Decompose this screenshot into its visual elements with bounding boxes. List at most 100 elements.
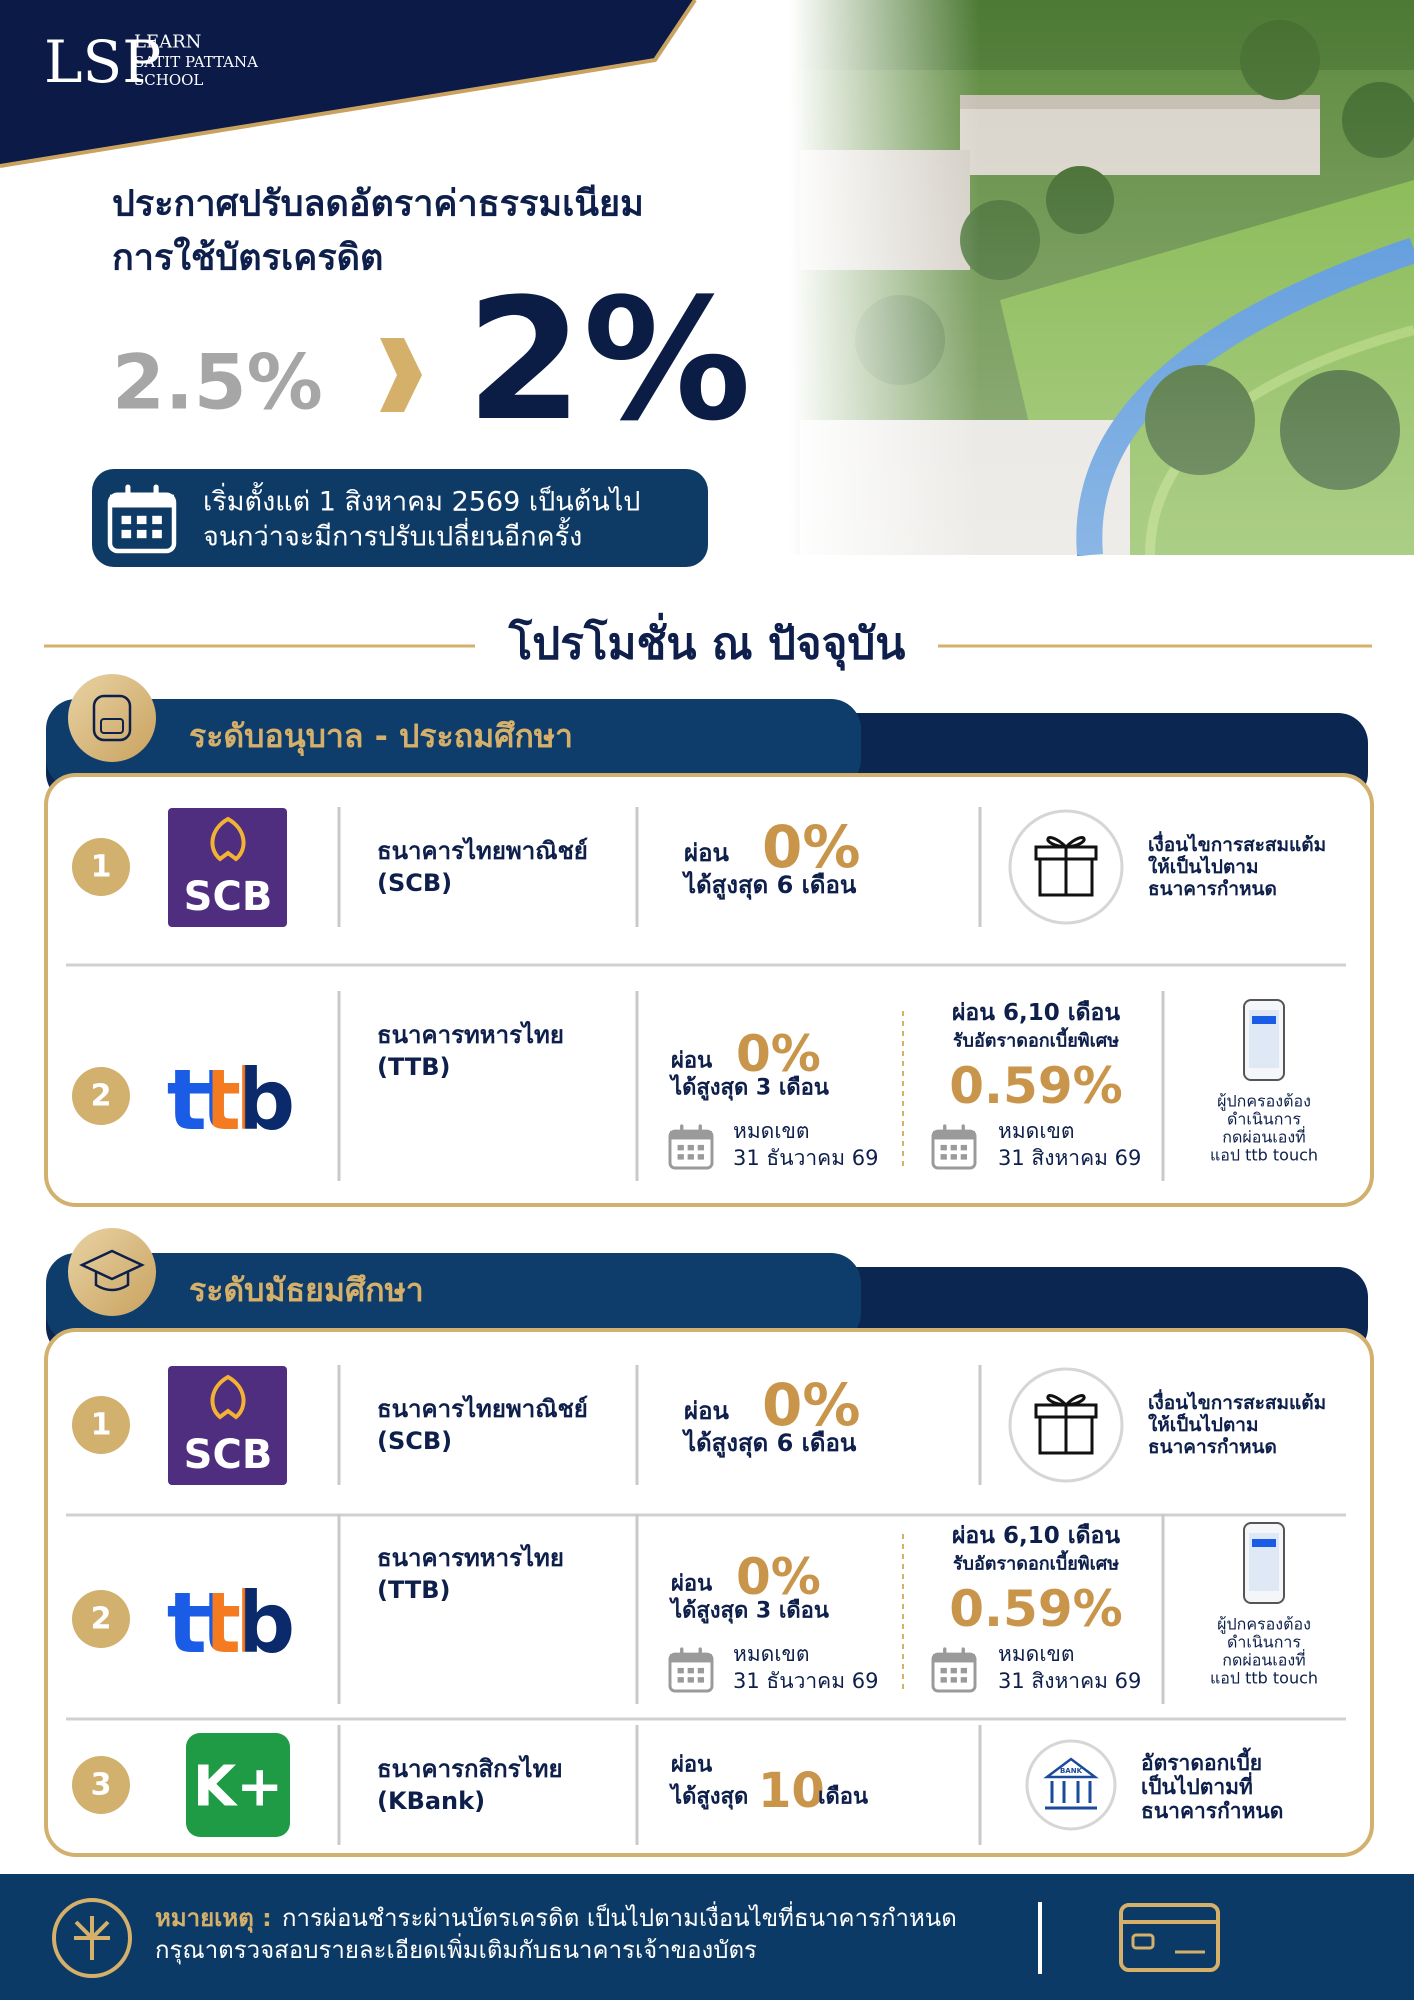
cap-base bbox=[94, 1271, 130, 1292]
number-badge bbox=[72, 1067, 130, 1125]
gift-icon bbox=[1008, 1367, 1124, 1483]
row-number: 2 bbox=[91, 1602, 112, 1637]
installment-label: ผ่อน bbox=[671, 1572, 712, 1597]
date-pill bbox=[92, 469, 708, 567]
condition-text: ธนาคารกำหนด bbox=[1148, 1436, 1277, 1458]
old-rate: 2.5% bbox=[112, 338, 323, 427]
bank-logo-box bbox=[168, 1366, 287, 1485]
number-badge bbox=[72, 1756, 130, 1814]
calendar-cell bbox=[697, 1144, 705, 1151]
calendar-cell bbox=[687, 1154, 694, 1160]
expiry-label: หมดเขต bbox=[998, 1642, 1075, 1666]
level-title: ระดับอนุบาล - ประถมศึกษา bbox=[189, 717, 573, 757]
logo-text: SCHOOL bbox=[134, 71, 203, 89]
expiry-date: 31 ธันวาคม 69 bbox=[733, 1146, 878, 1170]
condition-text: ผู้ปกครองต้อง bbox=[1217, 1092, 1311, 1112]
condition-text: ธนาคารกำหนด bbox=[1141, 1799, 1283, 1823]
condition-text: กดผ่อนเองที่ bbox=[1222, 1649, 1305, 1670]
expiry-date: 31 ธันวาคม 69 bbox=[733, 1669, 878, 1693]
installment-months: 10 bbox=[758, 1763, 825, 1819]
calendar-top bbox=[933, 1131, 975, 1140]
bank-icon-text: BANK bbox=[1060, 1767, 1083, 1775]
number-badge bbox=[72, 1590, 130, 1648]
special-rate: 0.59% bbox=[949, 1580, 1122, 1638]
bank-logo: K+ bbox=[193, 1755, 283, 1820]
condition-text: ดำเนินการ bbox=[1227, 1633, 1301, 1652]
phone-bar bbox=[1252, 1539, 1276, 1547]
condition-text: ผู้ปกครองต้อง bbox=[1217, 1615, 1311, 1635]
calendar-cell bbox=[950, 1677, 957, 1683]
card-chip bbox=[1131, 1933, 1155, 1950]
calendar-cell bbox=[960, 1667, 968, 1674]
bank-logo-box bbox=[186, 1733, 290, 1837]
expiry-date: 31 สิงหาคม 69 bbox=[998, 1669, 1141, 1693]
level-tab bbox=[46, 699, 861, 789]
calendar-cell bbox=[136, 529, 147, 539]
installment-rate: 0% bbox=[762, 1371, 860, 1439]
calendar-cell bbox=[677, 1144, 684, 1151]
calendar-icon bbox=[107, 484, 177, 554]
calendar-cell bbox=[677, 1667, 684, 1674]
number-badge bbox=[72, 1396, 130, 1454]
row-number: 3 bbox=[91, 1768, 112, 1803]
installment-term: ได้สูงสุด 3 เดือน bbox=[669, 1074, 829, 1102]
calendar-cell bbox=[121, 515, 132, 525]
special-title: ผ่อน 6,10 เดือน bbox=[952, 1000, 1120, 1026]
calendar-cell bbox=[677, 1677, 684, 1683]
condition-text: เงื่อนไขการสะสมแต้ม bbox=[1148, 1389, 1326, 1414]
gift-icon bbox=[1008, 809, 1124, 925]
calendar-icon bbox=[668, 1647, 714, 1693]
calendar-top bbox=[933, 1654, 975, 1663]
calendar-cell bbox=[152, 515, 162, 525]
expiry-label: หมดเขต bbox=[733, 1119, 810, 1143]
calendar-cell bbox=[697, 1154, 705, 1160]
bank-code: (KBank) bbox=[377, 1787, 485, 1815]
backpack-icon bbox=[92, 694, 132, 742]
calendar-cell bbox=[687, 1144, 694, 1151]
calendar-cell bbox=[152, 529, 162, 539]
scb-leaf bbox=[210, 816, 246, 862]
special-title: ผ่อน 6,10 เดือน bbox=[952, 1523, 1120, 1549]
footer bbox=[0, 1874, 1414, 2000]
installment-rate: 0% bbox=[736, 1025, 821, 1083]
header-edge bbox=[0, 0, 697, 168]
installment-unit: เดือน bbox=[818, 1785, 868, 1810]
calendar-cell bbox=[121, 529, 132, 539]
note-text: กรุณาตรวจสอบรายละเอียดเพิ่มเติมกับธนาคาร… bbox=[155, 1933, 757, 1965]
calendar-cell bbox=[960, 1677, 968, 1683]
calendar-top bbox=[670, 1131, 712, 1140]
condition-text: ให้เป็นไปตาม bbox=[1148, 854, 1259, 878]
bank-code: (TTB) bbox=[377, 1576, 451, 1604]
headline: ประกาศปรับลดอัตราค่าธรรมเนียม bbox=[112, 184, 644, 225]
calendar-cell bbox=[950, 1667, 957, 1674]
installment-label: ผ่อน bbox=[671, 1049, 712, 1074]
installment-term: ได้สูงสุด 3 เดือน bbox=[669, 1597, 829, 1625]
expiry-label: หมดเขต bbox=[733, 1642, 810, 1666]
card-icon bbox=[1119, 1903, 1220, 1972]
condition-text: แอป ttb touch bbox=[1210, 1146, 1318, 1165]
number-badge bbox=[72, 838, 130, 896]
level-tab bbox=[46, 1253, 861, 1343]
special-label: รับอัตราดอกเบี้ยพิเศษ bbox=[953, 1550, 1119, 1575]
note-icon-mark bbox=[74, 1916, 110, 1960]
calendar-cell bbox=[960, 1144, 968, 1151]
condition-text: ดำเนินการ bbox=[1227, 1110, 1301, 1129]
calendar-cell bbox=[687, 1677, 694, 1683]
condition-text: อัตราดอกเบี้ย bbox=[1141, 1747, 1262, 1775]
row-number: 1 bbox=[91, 1408, 112, 1443]
level-title: ระดับมัธยมศึกษา bbox=[189, 1271, 424, 1309]
bank-logo: ttb bbox=[167, 1051, 292, 1149]
calendar-cell bbox=[950, 1144, 957, 1151]
bank-name: ธนาคารไทยพาณิชย์ bbox=[377, 1394, 588, 1423]
calendar-cell bbox=[677, 1154, 684, 1160]
icon-circle bbox=[1025, 1739, 1117, 1831]
expiry-label: หมดเขต bbox=[998, 1119, 1075, 1143]
bank-name: ธนาคารไทยพาณิชย์ bbox=[377, 836, 588, 865]
note-text: การผ่อนชำระผ่านบัตรเครดิต เป็นไปตามเงื่อ… bbox=[282, 1901, 957, 1932]
bank-roof bbox=[1043, 1757, 1099, 1779]
bank-code: (SCB) bbox=[377, 869, 452, 897]
level-icon bbox=[68, 1228, 156, 1316]
logo-mark: LSP bbox=[44, 28, 161, 96]
condition-text: กดผ่อนเองที่ bbox=[1222, 1126, 1305, 1147]
